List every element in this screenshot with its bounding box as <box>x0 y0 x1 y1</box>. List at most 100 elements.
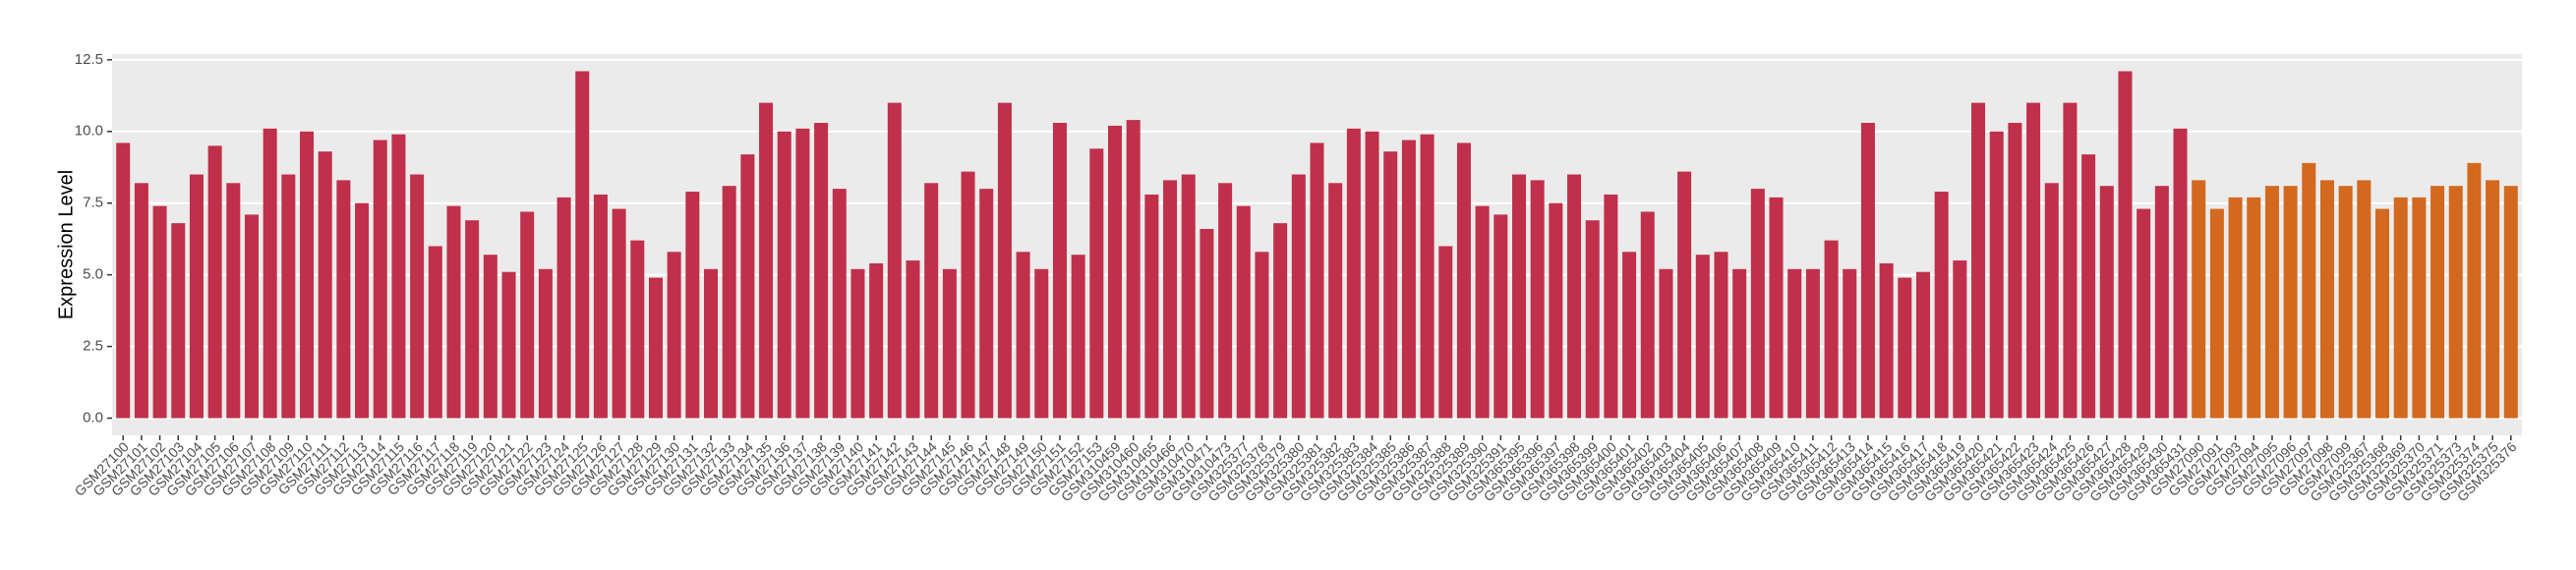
bar <box>759 102 774 419</box>
bar <box>2099 186 2114 419</box>
bar <box>2393 197 2408 419</box>
bar <box>1934 192 1949 419</box>
y-tick-label: 7.5 <box>83 195 103 211</box>
bar <box>2173 128 2188 419</box>
bar <box>1567 174 1582 419</box>
bar <box>1769 197 1784 419</box>
bar <box>1530 180 1545 419</box>
bar <box>1549 202 1563 419</box>
bar <box>1915 271 1930 419</box>
bar <box>1181 174 1196 419</box>
bar <box>2063 102 2078 419</box>
bar <box>648 277 663 419</box>
bar <box>1677 171 1692 419</box>
bar <box>1953 260 1967 419</box>
bar <box>1126 120 1141 419</box>
bar <box>134 183 148 419</box>
bar <box>1071 255 1085 419</box>
bar <box>428 246 442 419</box>
bar <box>685 192 700 419</box>
bar <box>1016 252 1030 419</box>
bar <box>1805 268 1820 419</box>
bar <box>722 186 736 419</box>
y-tick-label: 12.5 <box>75 51 103 68</box>
bar <box>465 220 480 419</box>
bar <box>777 131 791 419</box>
bar <box>410 174 425 419</box>
bar <box>355 202 370 419</box>
bar <box>1291 174 1306 419</box>
bar <box>1604 194 1618 419</box>
bar <box>1456 142 1471 419</box>
y-tick-label: 5.0 <box>83 266 103 283</box>
bar <box>667 252 681 419</box>
bar <box>1310 142 1324 419</box>
bar <box>1383 151 1398 419</box>
bar <box>1860 123 1875 419</box>
bar <box>391 134 406 419</box>
bar <box>2026 102 2041 419</box>
bar <box>1695 255 1710 419</box>
bar <box>263 128 277 419</box>
bar <box>1971 102 1986 419</box>
bar <box>1787 268 1802 419</box>
bar <box>942 268 957 419</box>
bar <box>869 262 884 419</box>
bar <box>1585 220 1600 419</box>
bar <box>832 189 847 419</box>
y-tick-label: 10.0 <box>75 123 103 140</box>
bar <box>501 271 516 419</box>
y-tick-label: 2.5 <box>83 338 103 355</box>
bar <box>2430 186 2445 419</box>
bar <box>2467 162 2482 419</box>
bar <box>1438 246 1453 419</box>
bar <box>1401 140 1416 419</box>
bar <box>1511 174 1527 419</box>
bar <box>2448 186 2463 419</box>
bar <box>1824 240 1839 419</box>
bar <box>2209 208 2224 419</box>
bar <box>336 180 351 419</box>
bar <box>1714 252 1728 419</box>
bar <box>1218 183 1233 419</box>
bar <box>1750 189 1765 419</box>
bar <box>152 205 167 419</box>
bar <box>1879 262 1894 419</box>
bar <box>630 240 645 419</box>
bar <box>2357 180 2371 419</box>
bar <box>300 131 315 419</box>
bar <box>1273 223 1288 419</box>
bar <box>2247 197 2261 419</box>
bar <box>924 183 939 419</box>
bar <box>1255 252 1269 419</box>
bar <box>906 260 920 419</box>
bar <box>207 145 222 419</box>
bar <box>795 128 810 419</box>
bar <box>1052 123 1067 419</box>
bar <box>961 171 975 419</box>
bar <box>1622 252 1637 419</box>
bar <box>1843 268 1857 419</box>
bar <box>1328 183 1343 419</box>
bar <box>2192 180 2206 419</box>
bar <box>116 142 131 419</box>
bar <box>1420 134 1434 419</box>
bar <box>1163 180 1178 419</box>
bar <box>538 268 553 419</box>
bar <box>575 71 590 419</box>
bar <box>887 102 902 419</box>
bar <box>1640 211 1655 419</box>
bar <box>2044 183 2059 419</box>
bar <box>2228 197 2243 419</box>
bar <box>1346 128 1361 419</box>
bar <box>1236 205 1251 419</box>
bar <box>318 151 332 419</box>
bar <box>850 268 865 419</box>
bar <box>1989 131 2004 419</box>
bar <box>2008 123 2022 419</box>
bar <box>2412 197 2427 419</box>
bar <box>1200 228 1214 419</box>
bar <box>244 214 259 419</box>
bar <box>1659 268 1673 419</box>
bar <box>593 194 608 419</box>
